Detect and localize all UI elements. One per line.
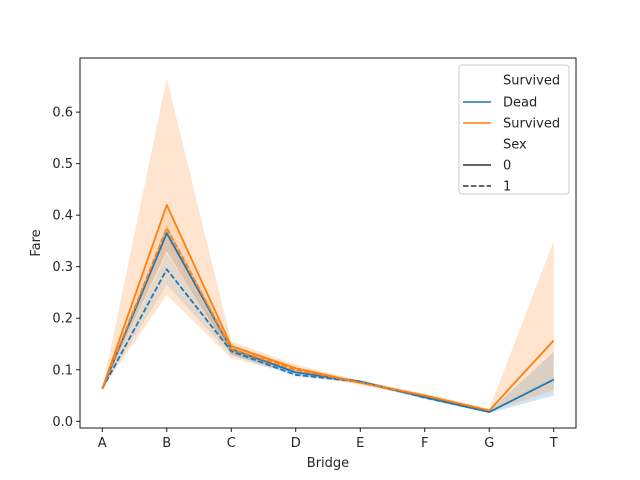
y-tick-label: 0.3 xyxy=(52,260,73,275)
x-tick-label: A xyxy=(98,436,107,451)
x-axis-label: Bridge xyxy=(307,456,349,471)
legend: Survived Dead Survived Sex 0 1 xyxy=(458,64,570,195)
axes: 0.0 0.1 0.2 0.3 0.4 0.5 0.6 A B C D E F G T xyxy=(52,57,577,451)
y-tick-label: 0.6 xyxy=(52,106,73,121)
x-tick-label: E xyxy=(356,436,364,451)
legend-title-survived: Survived xyxy=(503,74,560,89)
legend-label-sex-1: 1 xyxy=(503,180,511,195)
legend-label-dead: Dead xyxy=(503,96,537,111)
legend-frame xyxy=(458,64,570,195)
y-axis-label: Fare xyxy=(29,229,44,256)
y-tick-label: 0.4 xyxy=(52,209,73,224)
y-tick-label: 0.1 xyxy=(52,363,73,378)
x-tick-label: T xyxy=(549,436,558,451)
y-tick-label: 0.0 xyxy=(52,415,73,430)
y-tick-label: 0.2 xyxy=(52,312,73,327)
series-lines xyxy=(101,203,555,413)
legend-label-sex-0: 0 xyxy=(503,159,511,174)
legend-title-sex: Sex xyxy=(503,138,527,153)
x-tick-label: D xyxy=(291,436,301,451)
legend-label-survived: Survived xyxy=(503,117,560,132)
x-tick-label: G xyxy=(484,436,494,451)
ci-band-survived-sex-0 xyxy=(102,78,554,412)
series-line-dead-sex-1 xyxy=(101,268,490,413)
ci-band-survived-sex-1 xyxy=(102,204,490,412)
plot-frame xyxy=(79,57,577,429)
y-tick-label: 0.5 xyxy=(52,157,73,172)
series-line-survived-sex-1 xyxy=(101,227,490,412)
x-tick-label: C xyxy=(227,436,236,451)
x-tick-label: B xyxy=(162,436,171,451)
x-tick-label: F xyxy=(421,436,428,451)
